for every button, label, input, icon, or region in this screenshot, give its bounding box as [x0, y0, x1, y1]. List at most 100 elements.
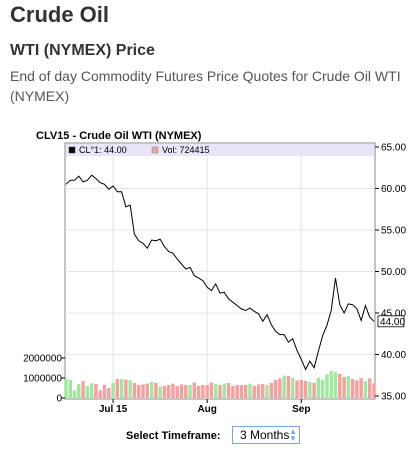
legend-swatch-price [68, 146, 76, 154]
volume-tick-label: 2000000 [23, 354, 62, 365]
volume-bar [81, 381, 85, 398]
volume-bar [94, 384, 98, 398]
grid [65, 156, 375, 399]
volume-bar [179, 384, 184, 398]
volume-bar [98, 390, 102, 398]
volume-bar [175, 386, 179, 398]
legend-label-price: CL°1: 44.00 [79, 145, 127, 155]
price-tick-label: 40.00 [381, 350, 406, 361]
volume-bar [218, 385, 222, 398]
volume-bar [141, 384, 145, 398]
page-description: End of day Commodity Futures Price Quote… [10, 68, 401, 104]
legend: CL°1: 44.00 Vol: 724415 [68, 145, 210, 155]
volume-bar [350, 379, 355, 398]
price-series [65, 174, 375, 371]
last-value-marker: 44.00 [377, 315, 405, 328]
volume-bar [295, 380, 299, 398]
volume-bar [346, 376, 351, 398]
volume-bar [222, 383, 226, 398]
timeframe-label: Select Timeframe: [126, 430, 221, 442]
volume-bar [192, 382, 197, 398]
volume-bar [329, 371, 333, 398]
volume-bar [85, 386, 90, 398]
volume-bar [256, 384, 261, 398]
last-value-label: 44.00 [380, 317, 405, 328]
price-tick-label: 35.00 [381, 392, 406, 403]
volume-bar [243, 385, 248, 398]
volume-bar [278, 378, 282, 398]
price-tick-label: 45.00 [381, 309, 406, 320]
volume-bar [231, 386, 235, 398]
x-tick-label: Jul 15 [99, 404, 128, 415]
legend-swatch-volume [151, 146, 159, 154]
volume-bar [355, 380, 359, 398]
volume-bar [248, 383, 252, 398]
price-line [65, 174, 375, 371]
price-tick-label: 60.00 [381, 184, 406, 195]
volume-bar [149, 382, 154, 398]
volume-bar [325, 374, 329, 398]
legend-label-volume: Vol: 724415 [162, 145, 210, 155]
volume-bar [312, 382, 316, 398]
volume-bar [68, 379, 72, 398]
volume-bar [77, 384, 81, 398]
legend-bar [66, 144, 374, 156]
volume-bar [372, 383, 376, 398]
volume-bar [115, 379, 120, 398]
x-axis: Jul 15 Aug Sep [99, 399, 310, 415]
volume-bar [196, 386, 201, 398]
x-tick-label: Aug [197, 404, 216, 415]
volume-bar [89, 383, 94, 398]
volume-bar [171, 383, 175, 398]
page-title: Crude Oil [10, 2, 110, 27]
volume-bar [299, 380, 303, 398]
volume-bar [265, 385, 269, 398]
volume-bar [184, 385, 188, 398]
volume-axis: 0 1000000 2000000 [23, 354, 65, 405]
volume-bar [235, 385, 239, 398]
volume-bar [368, 378, 372, 398]
volume-bar [188, 385, 192, 398]
volume-bar [252, 385, 256, 398]
volume-bar [316, 377, 321, 398]
price-axis: 35.00 40.00 45.00 50.00 55.00 60.00 65.00 [375, 143, 406, 403]
volume-bar [201, 385, 205, 398]
price-tick-label: 65.00 [381, 143, 406, 154]
volume-bar [303, 381, 308, 398]
volume-bar [239, 385, 244, 398]
chart-title: CLV15 - Crude Oil WTI (NYMEX) [36, 130, 202, 142]
volume-bar [124, 379, 128, 398]
volume-bar [338, 374, 342, 398]
volume-bar [282, 375, 286, 398]
volume-bar [363, 381, 368, 398]
volume-bar [226, 383, 231, 398]
timeframe-select[interactable]: 3 Months ▲ ▼ [232, 426, 300, 444]
volume-bar [158, 386, 162, 398]
volume-bar [111, 382, 115, 398]
volume-bar [102, 385, 107, 398]
volume-bar [333, 372, 338, 398]
volume-bar [308, 382, 312, 398]
volume-bar [205, 385, 209, 398]
volume-bar [128, 380, 132, 398]
volume-bar [154, 383, 158, 398]
volume-bar [291, 378, 295, 398]
volume-bar [269, 382, 274, 398]
volume-bar [166, 385, 171, 398]
volume-bar [209, 382, 214, 398]
select-arrows-icon: ▲ ▼ [289, 427, 297, 443]
volume-tick-label: 1000000 [23, 374, 62, 385]
volume-bar [72, 390, 77, 398]
volume-bar [320, 380, 325, 398]
section-title: WTI (NYMEX) Price [10, 42, 155, 59]
last-value-box [377, 315, 405, 328]
volume-bar [64, 379, 68, 398]
volume-bars [64, 371, 376, 398]
timeframe-selected-value: 3 Months [240, 428, 290, 442]
volume-bar [359, 378, 363, 398]
volume-bar [145, 383, 149, 398]
volume-bar [342, 377, 346, 398]
volume-bar [214, 384, 218, 398]
volume-bar [261, 384, 265, 398]
